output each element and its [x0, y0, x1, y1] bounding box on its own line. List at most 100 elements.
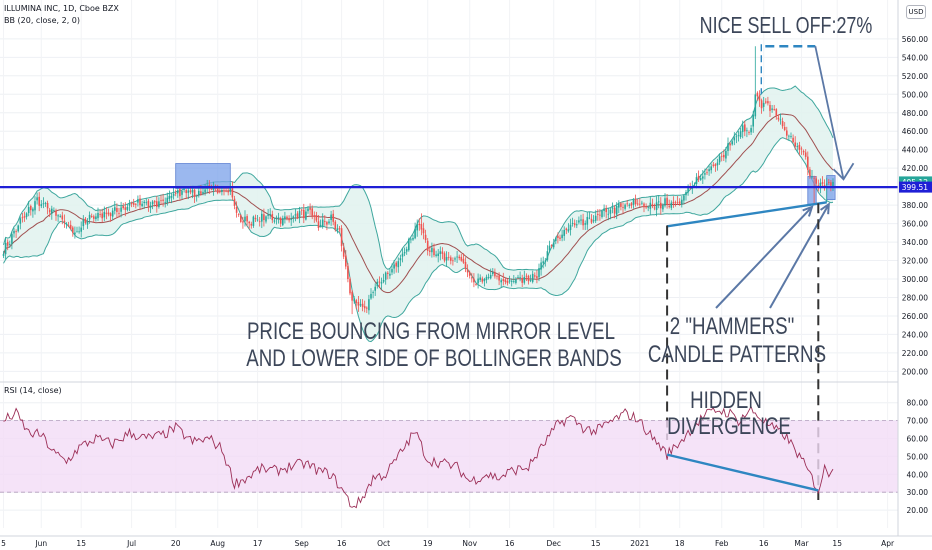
candle-body [752, 114, 754, 127]
candle-body [288, 219, 290, 221]
candle-body [11, 234, 13, 244]
candle-body [185, 190, 187, 194]
time-tick-label: 15 [76, 539, 86, 548]
candle-body [269, 213, 271, 215]
candle-body [59, 216, 61, 217]
candle-body [141, 203, 143, 207]
candle-body [765, 101, 767, 103]
candle-body [798, 144, 801, 150]
candle-body [246, 216, 248, 222]
candle-body [733, 137, 736, 141]
candle-body [607, 213, 610, 215]
candle-body [431, 247, 433, 253]
candle-body [529, 280, 532, 281]
candle-body [498, 275, 500, 281]
candle-body [120, 207, 122, 212]
candles [2, 46, 834, 315]
candle-body [576, 224, 578, 226]
bb-legend: BB (20, close, 2, 0) [4, 16, 80, 25]
candle-body [149, 205, 152, 208]
time-tick-label: 19 [423, 539, 433, 548]
rsi-tick-label: 40.00 [907, 470, 929, 479]
candle-body [771, 108, 773, 110]
candle-body [548, 245, 551, 251]
candle-body [716, 162, 719, 166]
hammer2-arrow-head [820, 202, 830, 215]
price-tick-label: 280.00 [902, 293, 928, 302]
candle-body [825, 183, 828, 185]
candle-body [502, 279, 505, 282]
candle-body [80, 227, 82, 232]
candle-body [445, 257, 448, 261]
candle-body [620, 203, 622, 207]
time-tick-label: 18 [675, 539, 685, 548]
selloff-arrow-head [832, 162, 855, 181]
candle-body [723, 154, 725, 158]
candle-body [9, 243, 11, 245]
candle-body [800, 148, 803, 150]
candle-body [462, 258, 465, 263]
candle-body [393, 264, 395, 269]
candle-body [397, 261, 400, 268]
candle-body [737, 135, 740, 137]
candle-body [355, 300, 358, 303]
candle-body [162, 199, 164, 201]
candle-body [298, 211, 301, 219]
candle-body [544, 260, 547, 262]
candle-body [508, 280, 511, 282]
price-tick-label: 340.00 [902, 238, 928, 247]
price-tick-label: 380.00 [902, 201, 928, 210]
candle-body [258, 221, 261, 223]
candle-body [122, 206, 124, 209]
candle-body [153, 201, 156, 203]
candle-body [248, 221, 250, 224]
candle-body [513, 281, 515, 283]
candle-body [282, 218, 284, 226]
candle-body [227, 191, 229, 193]
candle-body [412, 237, 414, 240]
candle-body [471, 277, 473, 279]
candle-body [615, 205, 618, 215]
candle-body [309, 207, 311, 210]
candle-body [485, 276, 488, 280]
candle-body [653, 207, 656, 209]
time-tick-label: Jul [126, 539, 136, 548]
candle-body [40, 204, 43, 207]
price-overlays [0, 44, 898, 500]
candle-body [504, 279, 507, 283]
candle-body [603, 208, 605, 211]
candle-body [19, 218, 22, 224]
candle-body [597, 213, 599, 215]
rsi-divergence-line [666, 453, 819, 492]
candle-body [542, 261, 544, 264]
candle-body [105, 212, 108, 214]
candle-body [727, 143, 729, 151]
bollinger-bands [3, 85, 836, 343]
candle-body [739, 131, 742, 138]
rsi-tick-label: 80.00 [907, 399, 929, 408]
candle-body [90, 215, 93, 217]
candle-body [643, 203, 645, 208]
candle-body [500, 280, 502, 283]
candle-body [124, 207, 127, 210]
candle-body [219, 191, 221, 193]
candle-body [695, 177, 698, 185]
candle-body [387, 272, 389, 274]
candle-body [651, 204, 654, 207]
currency-badge[interactable]: USD [906, 5, 926, 19]
candle-body [307, 208, 309, 212]
candle-body [639, 203, 641, 205]
candle-body [601, 210, 603, 217]
price-tick-label: 220.00 [902, 349, 928, 358]
candle-body [111, 210, 114, 217]
candle-body [561, 234, 563, 239]
rsi-tick-label: 50.00 [907, 452, 929, 461]
candle-body [794, 142, 796, 147]
candle-body [758, 95, 761, 101]
candle-body [315, 215, 318, 221]
annotation-bounce-2: AND LOWER SIDE OF BOLLINGER BANDS [246, 345, 621, 372]
candle-body [143, 201, 145, 204]
candle-body [95, 216, 97, 220]
candle-body [86, 221, 89, 225]
